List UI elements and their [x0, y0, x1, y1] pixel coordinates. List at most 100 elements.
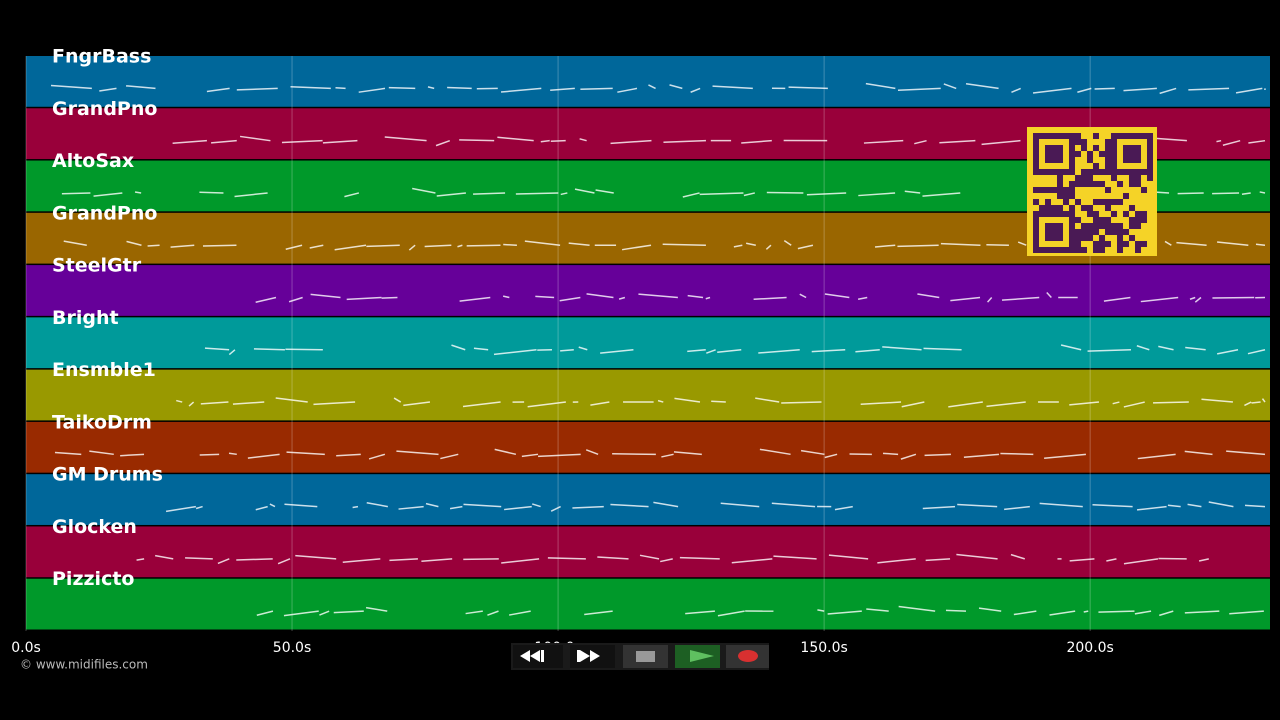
note — [125, 85, 156, 90]
track-name: SteelGtr — [52, 255, 142, 277]
qr-cell — [1105, 139, 1111, 145]
qr-cell — [1081, 235, 1087, 241]
note — [940, 242, 981, 246]
note — [120, 453, 145, 457]
note — [389, 558, 418, 562]
qr-cell — [1093, 229, 1099, 235]
note — [1112, 401, 1120, 405]
note — [436, 192, 466, 197]
track-lane — [26, 369, 1270, 421]
qr-cell — [1117, 229, 1123, 235]
note — [236, 558, 273, 561]
note — [1164, 240, 1172, 246]
qr-cell — [1093, 145, 1099, 151]
note — [199, 191, 224, 194]
note — [560, 192, 568, 196]
note — [1083, 610, 1089, 613]
qr-cell — [1129, 217, 1135, 223]
note — [834, 505, 853, 511]
note — [346, 296, 382, 301]
note — [1201, 398, 1233, 403]
note — [466, 244, 501, 247]
note — [527, 401, 566, 408]
note — [126, 240, 142, 246]
note — [572, 505, 604, 509]
track-name: Glocken — [52, 516, 137, 538]
play-button[interactable] — [675, 645, 720, 668]
note — [817, 609, 825, 612]
note — [1187, 503, 1202, 508]
qr-cell — [1075, 175, 1081, 181]
qr-cell — [1051, 187, 1057, 193]
note — [765, 244, 772, 250]
track-lane — [26, 578, 1270, 630]
qr-cell — [1105, 229, 1111, 235]
note — [1176, 241, 1207, 246]
qr-cell — [1093, 217, 1099, 223]
qr-cell — [1093, 247, 1099, 253]
note — [493, 349, 537, 356]
track-name: TaikoDrm — [52, 411, 152, 433]
note — [925, 558, 951, 562]
note — [1136, 505, 1167, 511]
qr-cell — [1039, 187, 1045, 193]
track-lane — [26, 421, 1270, 473]
note — [277, 558, 291, 565]
note — [600, 349, 634, 354]
note — [502, 295, 510, 299]
note — [255, 296, 277, 303]
note — [1069, 401, 1100, 406]
qr-finder — [1045, 145, 1063, 163]
note — [256, 610, 274, 616]
note — [669, 84, 683, 90]
note — [948, 401, 983, 408]
note — [1123, 558, 1159, 565]
qr-cell — [1075, 241, 1081, 247]
record-button[interactable] — [726, 645, 769, 668]
qr-cell — [1105, 145, 1111, 151]
note — [284, 503, 318, 508]
note — [956, 553, 998, 560]
note — [800, 449, 825, 456]
note — [897, 87, 941, 91]
note — [828, 554, 869, 560]
note — [398, 505, 424, 510]
qr-cell — [1081, 169, 1087, 175]
note — [531, 503, 541, 508]
note — [521, 453, 539, 458]
qr-cell — [1087, 235, 1093, 241]
note — [674, 397, 701, 403]
note — [1247, 349, 1266, 355]
note — [1137, 453, 1176, 460]
qr-cell — [1141, 187, 1147, 193]
note — [687, 294, 704, 299]
qr-cell — [1087, 157, 1093, 163]
note — [699, 192, 744, 196]
qr-cell — [1093, 163, 1099, 169]
note — [1217, 241, 1249, 246]
note — [590, 401, 610, 406]
fast-forward-button[interactable] — [570, 645, 615, 668]
note — [494, 448, 517, 456]
note — [621, 244, 652, 251]
labels: FngrBass GrandPno AltoSax GrandPno SteelGtr B… — [52, 46, 163, 591]
note — [1248, 139, 1266, 144]
note — [1103, 296, 1131, 302]
qr-cell — [1057, 187, 1063, 193]
stop-button[interactable] — [623, 645, 668, 668]
track-name: AltoSax — [52, 150, 134, 172]
tick-label: 50.0s — [273, 640, 311, 656]
note — [1069, 558, 1095, 562]
qr-cell — [1081, 175, 1087, 181]
note — [957, 503, 998, 508]
qr-cell — [1123, 211, 1129, 217]
rewind-button[interactable] — [513, 645, 563, 668]
note — [705, 296, 711, 300]
qr-cell — [1135, 241, 1141, 247]
note — [1060, 344, 1082, 351]
qr-cell — [1075, 247, 1081, 253]
note — [733, 244, 743, 248]
note — [574, 188, 595, 194]
note — [978, 607, 1002, 612]
